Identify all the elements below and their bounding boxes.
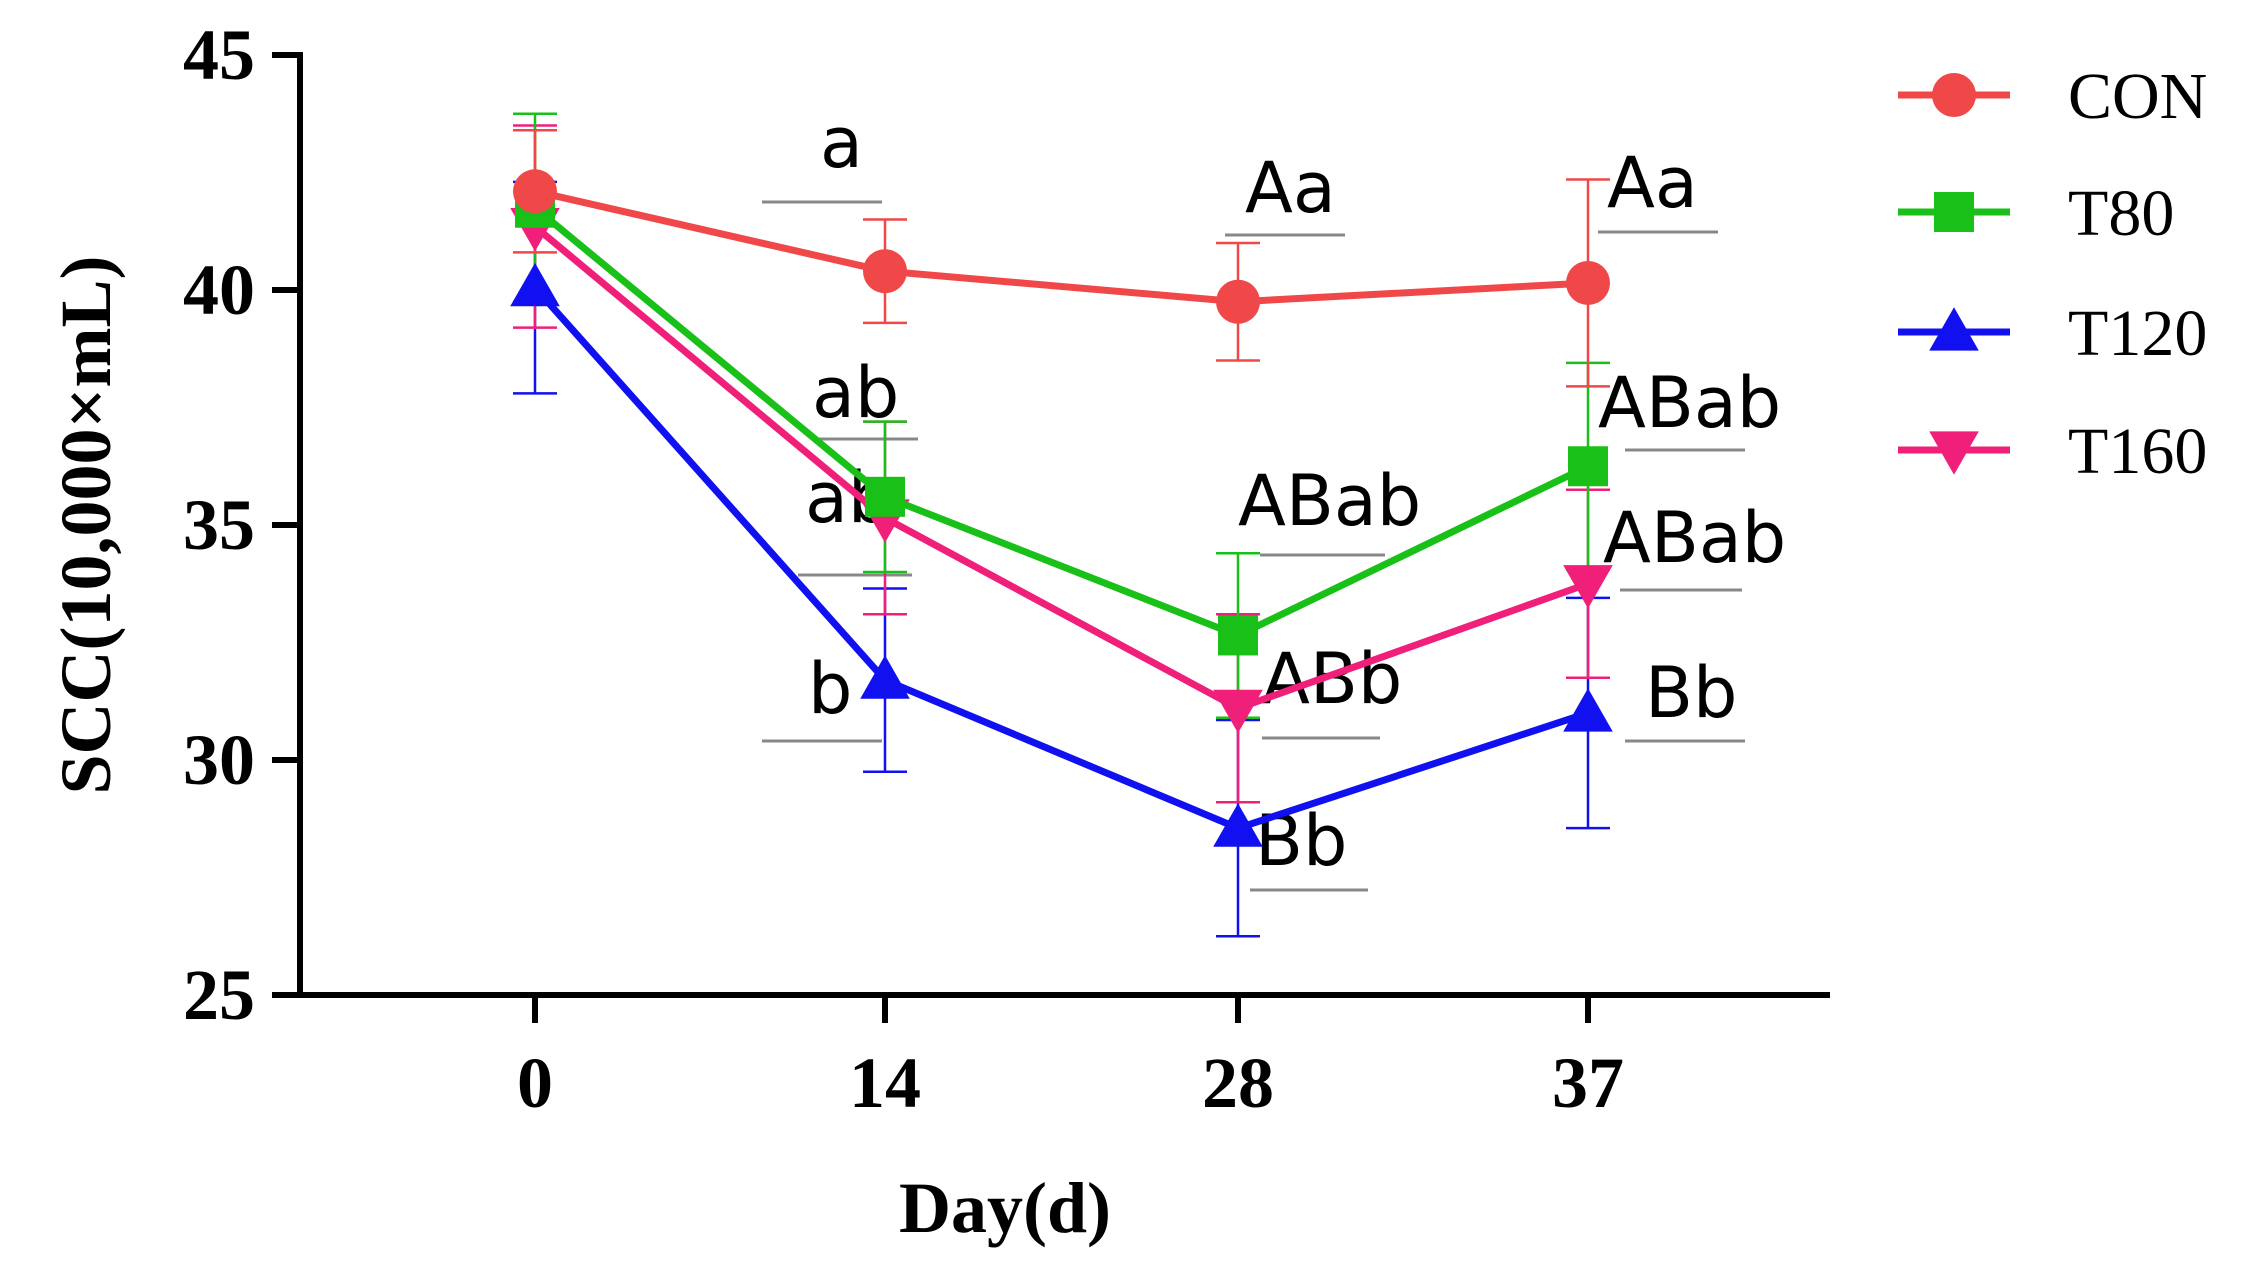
axes: 25 30 35 40 45 0 14 28 37 Day(d) SCC(10,000×mL) [46,15,1830,1248]
x-tick-label: 0 [517,1043,553,1123]
x-tick-label: 14 [849,1043,921,1123]
y-tick-label: 25 [183,955,255,1035]
series-line [532,205,1590,639]
x-tick-label: 37 [1552,1043,1624,1123]
legend-label: CON [2068,60,2207,133]
data-point [1213,689,1263,734]
significance-label: ABab [1598,362,1781,444]
data-point [1568,446,1608,487]
data-point [1566,260,1610,305]
significance-label: ABb [1262,638,1402,720]
legend-item-t120: T120 [1898,297,2207,370]
errorbars-t120 [513,180,1610,938]
significance-label: Bb [1255,800,1347,882]
y-tick-label: 30 [183,720,255,800]
y-tick-label: 45 [183,15,255,95]
legend-item-t160: T160 [1898,415,2207,488]
data-point [863,249,907,294]
y-tick-label: 40 [183,250,255,330]
data-point [1563,688,1613,732]
series-line [532,285,1590,832]
significance-label: ABab [1603,497,1786,579]
legend-label: T160 [2068,415,2207,488]
y-axis-title: SCC(10,000×mL) [46,255,126,794]
data-point [510,262,560,307]
significance-label: b [808,648,852,730]
significance-label: Aa [1245,147,1336,229]
significance-label: ABab [1238,460,1421,542]
data-point [1563,565,1613,609]
series-con [513,169,1610,324]
legend-item-t80: T80 [1898,177,2174,250]
significance-label: ab [812,352,899,434]
data-point [1216,279,1260,324]
series-layer [510,112,1613,938]
data-point [1218,615,1258,656]
legend: CON T80 T120 T160 [1898,60,2207,488]
series-t120 [510,262,1613,847]
legend-marker [1929,431,1979,475]
legend-marker [1932,73,1976,117]
x-axis-title: Day(d) [899,1168,1111,1248]
legend-label: T120 [2068,297,2207,370]
x-tick-label: 28 [1202,1043,1274,1123]
data-point [865,476,905,517]
legend-marker [1929,307,1979,351]
legend-marker [1934,192,1974,232]
series-line [534,187,1589,306]
significance-label: Bb [1645,652,1737,734]
series-t80 [515,187,1608,656]
errorbars-t80 [513,112,1610,719]
data-point [513,169,557,214]
significance-label: a [820,102,863,184]
series-line [532,223,1590,712]
legend-label: T80 [2068,177,2174,250]
data-point [1213,803,1263,847]
legend-item-con: CON [1898,60,2207,133]
y-tick-label: 35 [183,485,255,565]
data-point [860,655,910,699]
significance-label: Aa [1607,142,1698,224]
